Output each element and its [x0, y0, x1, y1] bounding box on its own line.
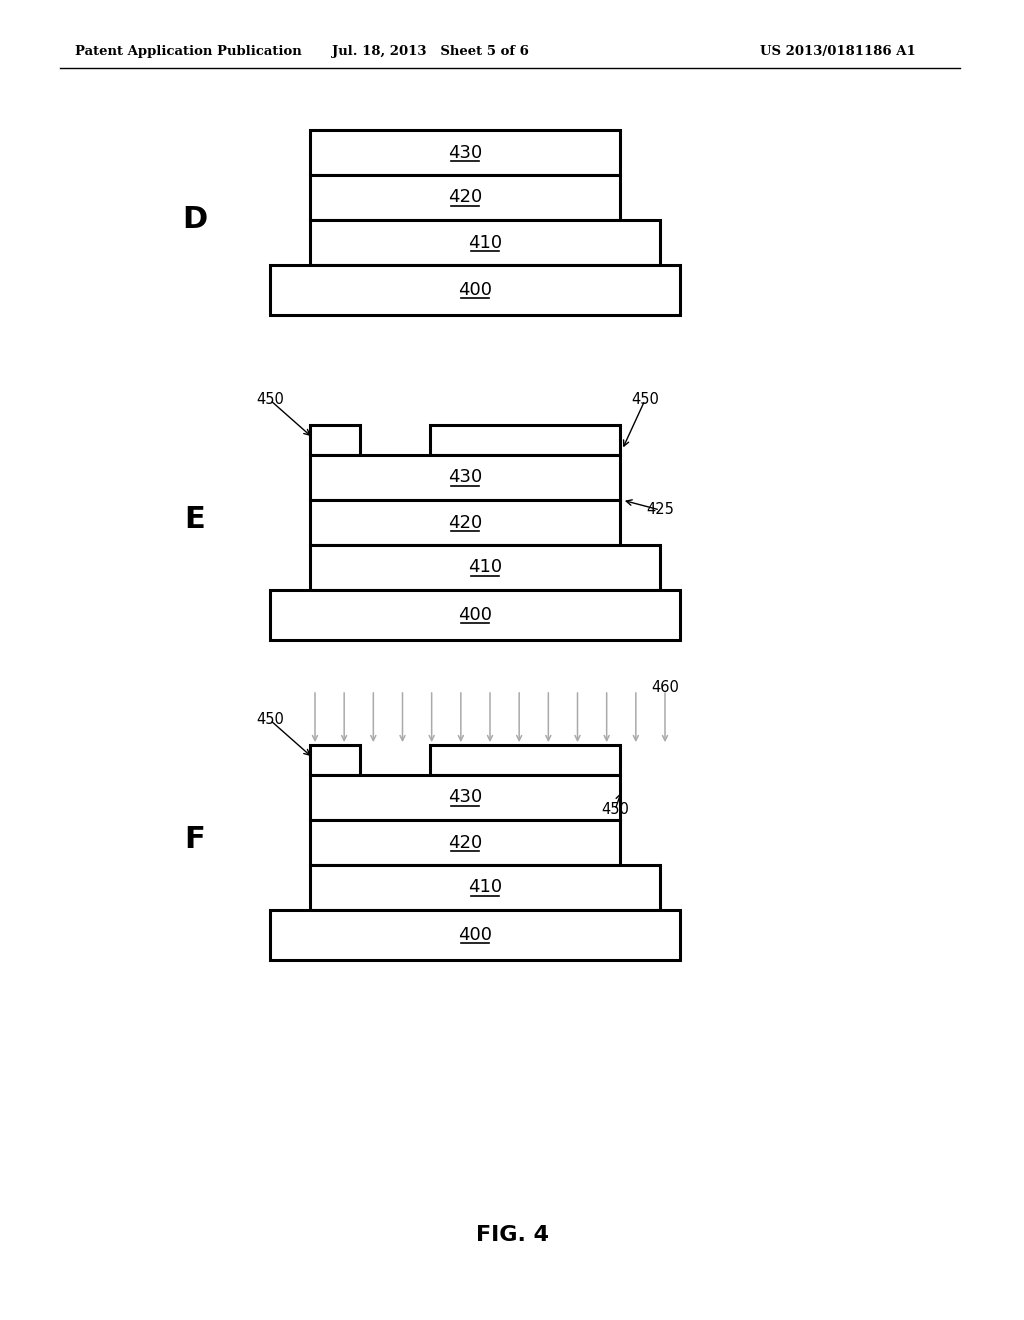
- Bar: [310, 865, 660, 909]
- Bar: [310, 455, 620, 500]
- Text: 430: 430: [447, 144, 482, 161]
- Bar: [310, 425, 360, 455]
- Text: 450: 450: [601, 803, 629, 817]
- Bar: [270, 590, 680, 640]
- Text: F: F: [184, 825, 206, 854]
- Text: Jul. 18, 2013   Sheet 5 of 6: Jul. 18, 2013 Sheet 5 of 6: [332, 45, 528, 58]
- Bar: [430, 425, 620, 455]
- Bar: [430, 744, 620, 775]
- Text: Patent Application Publication: Patent Application Publication: [75, 45, 302, 58]
- Text: 410: 410: [468, 558, 502, 577]
- Bar: [310, 775, 620, 820]
- Text: 420: 420: [447, 513, 482, 532]
- Bar: [270, 265, 680, 315]
- Text: 430: 430: [447, 788, 482, 807]
- Bar: [310, 220, 660, 265]
- Text: D: D: [182, 206, 208, 235]
- Text: 420: 420: [447, 189, 482, 206]
- Bar: [310, 744, 360, 775]
- Text: 400: 400: [458, 606, 492, 624]
- Text: 425: 425: [646, 503, 674, 517]
- Text: 430: 430: [447, 469, 482, 487]
- Bar: [310, 176, 620, 220]
- Bar: [310, 820, 620, 865]
- Bar: [310, 545, 660, 590]
- Text: 450: 450: [256, 392, 284, 408]
- Text: 410: 410: [468, 879, 502, 896]
- Text: 450: 450: [256, 713, 284, 727]
- Bar: [270, 909, 680, 960]
- Bar: [310, 500, 620, 545]
- Text: 460: 460: [651, 681, 679, 696]
- Text: 400: 400: [458, 281, 492, 300]
- Bar: [310, 129, 620, 176]
- Text: 410: 410: [468, 234, 502, 252]
- Text: 400: 400: [458, 927, 492, 944]
- Text: 420: 420: [447, 833, 482, 851]
- Text: 450: 450: [631, 392, 658, 408]
- Text: US 2013/0181186 A1: US 2013/0181186 A1: [760, 45, 915, 58]
- Text: E: E: [184, 506, 206, 535]
- Text: FIG. 4: FIG. 4: [475, 1225, 549, 1245]
